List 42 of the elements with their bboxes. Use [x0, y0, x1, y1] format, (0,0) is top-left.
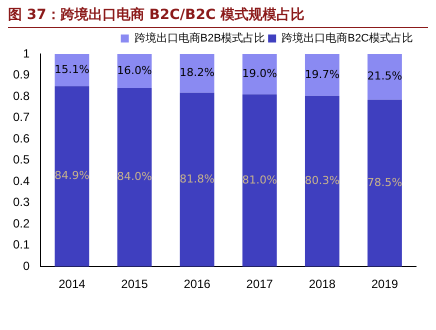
data-label: 84.0%	[117, 170, 152, 184]
data-label: 19.7%	[304, 68, 340, 81]
x-tick-label: 2016	[184, 277, 211, 292]
data-label: 18.2%	[180, 66, 215, 80]
data-label: 84.9%	[54, 169, 90, 182]
y-tick-label: 0.7	[12, 110, 30, 124]
x-tick-label: 2019	[371, 277, 398, 292]
data-label: 21.5%	[367, 70, 402, 83]
bar	[368, 54, 402, 100]
bar	[242, 54, 277, 94]
legend-label: 跨境出口电商B2B模式占比	[134, 32, 266, 45]
x-tick-label: 2015	[121, 277, 148, 292]
data-label: 81.8%	[180, 172, 215, 186]
y-tick-label: 0.5	[12, 152, 30, 167]
y-tick-label: 0.2	[12, 216, 30, 230]
bar	[304, 54, 340, 96]
y-tick-label: 1	[22, 46, 30, 60]
data-label: 81.0%	[242, 173, 278, 186]
x-tick-label: 2018	[308, 277, 336, 292]
y-tick-label: 0	[22, 258, 30, 273]
bar	[54, 86, 90, 267]
chart-title: 图 37：跨境出口电商 B2C/B2C 模式规模占比	[8, 6, 428, 28]
x-tick-label: 2014	[58, 277, 86, 292]
bar	[304, 96, 340, 267]
x-tick-label: 2017	[246, 277, 274, 292]
data-label: 19.0%	[242, 67, 278, 80]
data-label: 15.1%	[54, 62, 90, 76]
bar	[180, 92, 214, 267]
y-tick-label: 0.9	[12, 68, 30, 82]
y-tick-label: 0.8	[12, 88, 30, 103]
bar	[242, 94, 277, 267]
y-tick-label: 0.6	[12, 131, 30, 146]
y-tick-label: 0.4	[12, 174, 30, 188]
data-label: 78.5%	[367, 176, 402, 190]
bar	[117, 88, 152, 267]
bar	[180, 54, 214, 93]
data-label: 80.3%	[304, 174, 340, 188]
data-label: 16.0%	[117, 64, 152, 77]
legend-label: 跨境出口电商B2C模式占比	[282, 32, 414, 45]
y-tick-label: 0.1	[12, 238, 30, 252]
y-tick-label: 0.3	[12, 195, 30, 210]
bar	[368, 100, 402, 267]
